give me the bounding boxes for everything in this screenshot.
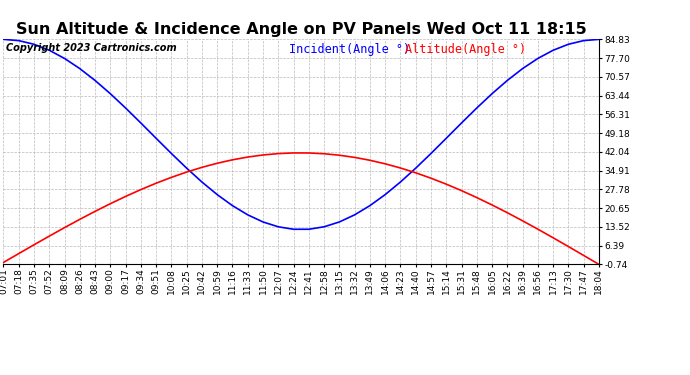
Text: Altitude(Angle °): Altitude(Angle °) xyxy=(406,43,526,56)
Title: Sun Altitude & Incidence Angle on PV Panels Wed Oct 11 18:15: Sun Altitude & Incidence Angle on PV Pan… xyxy=(16,22,586,37)
Text: Copyright 2023 Cartronics.com: Copyright 2023 Cartronics.com xyxy=(6,43,177,53)
Text: Incident(Angle °): Incident(Angle °) xyxy=(289,43,411,56)
